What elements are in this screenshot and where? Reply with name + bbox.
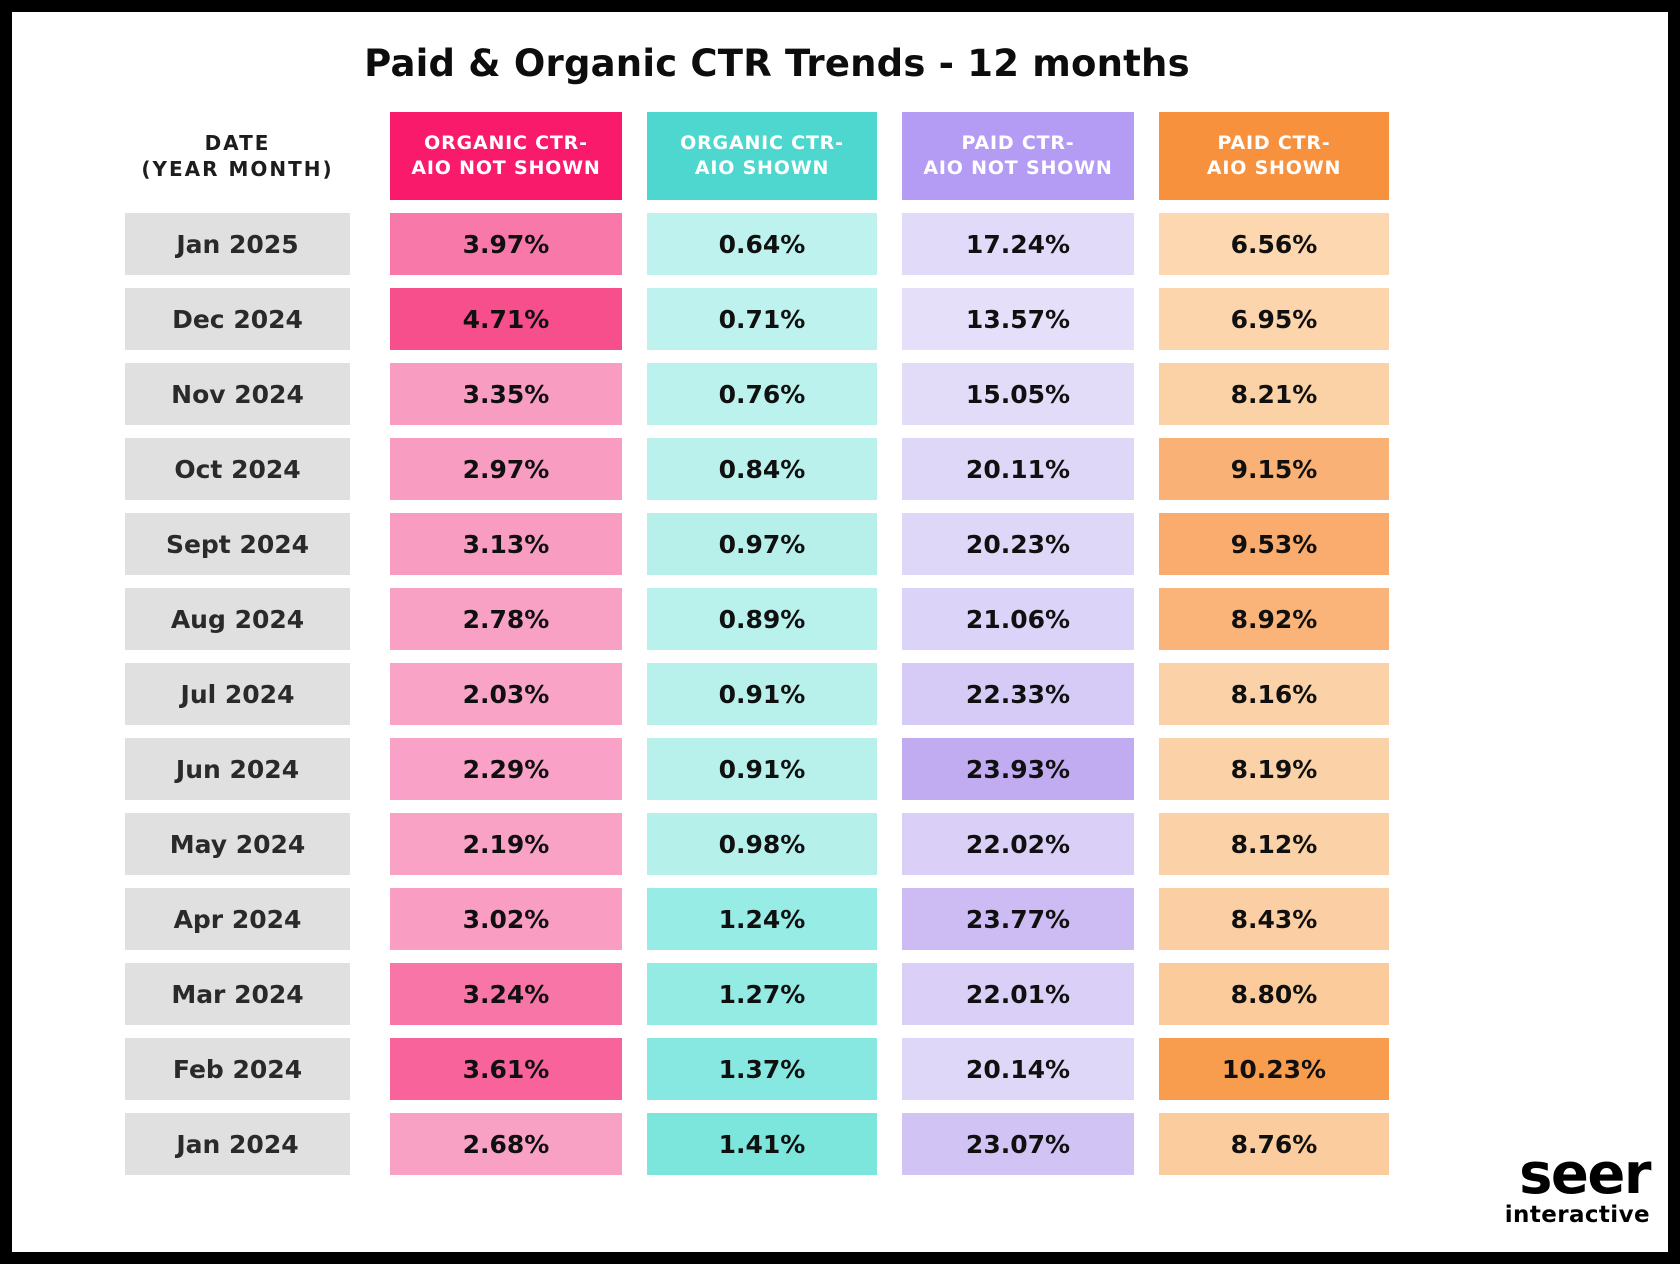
paid-ctr-aio-not-shown-cell: 15.05% [902,363,1134,425]
paid-ctr-aio-not-shown-cell: 23.07% [902,1113,1134,1175]
header-line2: AIO NOT SHOWN [411,157,601,179]
paid-ctr-aio-not-shown-cell: 20.11% [902,438,1134,500]
organic-ctr-aio-shown-header: ORGANIC CTR- AIO SHOWN [647,112,877,200]
paid-ctr-aio-not-shown-cell: 22.01% [902,963,1134,1025]
paid-ctr-aio-not-shown-cell: 22.02% [902,813,1134,875]
organic-ctr-aio-shown-cell: 1.27% [647,963,877,1025]
paid-ctr-aio-shown-cell: 10.23% [1159,1038,1389,1100]
date-cell: Apr 2024 [125,888,350,950]
organic-ctr-aio-not-shown-cell: 2.68% [390,1113,622,1175]
paid-ctr-aio-shown-cell: 8.16% [1159,663,1389,725]
date-header-line2: (YEAR MONTH) [141,157,334,181]
date-cell: Dec 2024 [125,288,350,350]
date-cell: Jul 2024 [125,663,350,725]
date-cell: Sept 2024 [125,513,350,575]
organic-ctr-aio-shown-cell: 0.89% [647,588,877,650]
paid-ctr-aio-shown-cell: 6.56% [1159,213,1389,275]
header-line1: ORGANIC CTR- [424,131,588,154]
logo-subtext: interactive [1504,1202,1650,1228]
ctr-trends-table: DATE (YEAR MONTH) ORGANIC CTR- AIO NOT S… [125,112,1389,1175]
paid-ctr-aio-shown-cell: 9.53% [1159,513,1389,575]
organic-ctr-aio-shown-cell: 0.97% [647,513,877,575]
organic-ctr-aio-not-shown-cell: 2.78% [390,588,622,650]
organic-ctr-aio-shown-cell: 0.64% [647,213,877,275]
organic-ctr-aio-shown-cell: 0.84% [647,438,877,500]
organic-ctr-aio-not-shown-cell: 2.19% [390,813,622,875]
paid-ctr-aio-shown-cell: 8.76% [1159,1113,1389,1175]
paid-ctr-aio-shown-cell: 8.21% [1159,363,1389,425]
organic-ctr-aio-shown-cell: 0.91% [647,738,877,800]
date-cell: Aug 2024 [125,588,350,650]
organic-ctr-aio-not-shown-cell: 2.97% [390,438,622,500]
paid-ctr-aio-shown-cell: 8.80% [1159,963,1389,1025]
date-column-header: DATE (YEAR MONTH) [125,112,350,200]
header-line2: AIO SHOWN [1206,157,1342,179]
paid-ctr-aio-not-shown-header: PAID CTR- AIO NOT SHOWN [902,112,1134,200]
organic-ctr-aio-shown-cell: 0.71% [647,288,877,350]
organic-ctr-aio-not-shown-header: ORGANIC CTR- AIO NOT SHOWN [390,112,622,200]
organic-ctr-aio-not-shown-cell: 3.24% [390,963,622,1025]
date-cell: Jan 2024 [125,1113,350,1175]
organic-ctr-aio-shown-cell: 0.91% [647,663,877,725]
organic-ctr-aio-shown-cell: 1.41% [647,1113,877,1175]
organic-ctr-aio-not-shown-cell: 3.35% [390,363,622,425]
paid-ctr-aio-not-shown-cell: 21.06% [902,588,1134,650]
paid-ctr-aio-shown-cell: 8.12% [1159,813,1389,875]
organic-ctr-aio-shown-cell: 0.98% [647,813,877,875]
paid-ctr-aio-shown-cell: 8.43% [1159,888,1389,950]
paid-ctr-aio-shown-cell: 8.19% [1159,738,1389,800]
paid-ctr-aio-shown-cell: 6.95% [1159,288,1389,350]
organic-ctr-aio-not-shown-cell: 3.13% [390,513,622,575]
paid-ctr-aio-not-shown-cell: 20.23% [902,513,1134,575]
date-cell: Mar 2024 [125,963,350,1025]
logo-wordmark: seer [1519,1141,1651,1207]
date-cell: Jun 2024 [125,738,350,800]
date-cell: Oct 2024 [125,438,350,500]
organic-ctr-aio-shown-cell: 0.76% [647,363,877,425]
paid-ctr-aio-not-shown-cell: 23.77% [902,888,1134,950]
header-line2: AIO NOT SHOWN [923,157,1113,179]
organic-ctr-aio-not-shown-cell: 2.03% [390,663,622,725]
organic-ctr-aio-not-shown-cell: 3.97% [390,213,622,275]
infographic-canvas: Paid & Organic CTR Trends - 12 months DA… [12,12,1668,1252]
header-line2: AIO SHOWN [694,157,830,179]
paid-ctr-aio-shown-cell: 8.92% [1159,588,1389,650]
paid-ctr-aio-not-shown-cell: 13.57% [902,288,1134,350]
header-line1: PAID CTR- [1217,131,1331,154]
header-line1: ORGANIC CTR- [680,131,844,154]
organic-ctr-aio-shown-cell: 1.37% [647,1038,877,1100]
organic-ctr-aio-shown-cell: 1.24% [647,888,877,950]
paid-ctr-aio-shown-header: PAID CTR- AIO SHOWN [1159,112,1389,200]
organic-ctr-aio-not-shown-cell: 2.29% [390,738,622,800]
paid-ctr-aio-not-shown-cell: 22.33% [902,663,1134,725]
date-cell: Feb 2024 [125,1038,350,1100]
date-header-line1: DATE [204,130,271,155]
organic-ctr-aio-not-shown-cell: 3.02% [390,888,622,950]
date-cell: May 2024 [125,813,350,875]
header-line1: PAID CTR- [961,131,1075,154]
organic-ctr-aio-not-shown-cell: 3.61% [390,1038,622,1100]
page-title: Paid & Organic CTR Trends - 12 months [364,42,1190,85]
date-cell: Jan 2025 [125,213,350,275]
organic-ctr-aio-not-shown-cell: 4.71% [390,288,622,350]
date-cell: Nov 2024 [125,363,350,425]
seer-logo: seer interactive [1504,1141,1652,1228]
paid-ctr-aio-not-shown-cell: 23.93% [902,738,1134,800]
paid-ctr-aio-shown-cell: 9.15% [1159,438,1389,500]
paid-ctr-aio-not-shown-cell: 20.14% [902,1038,1134,1100]
paid-ctr-aio-not-shown-cell: 17.24% [902,213,1134,275]
